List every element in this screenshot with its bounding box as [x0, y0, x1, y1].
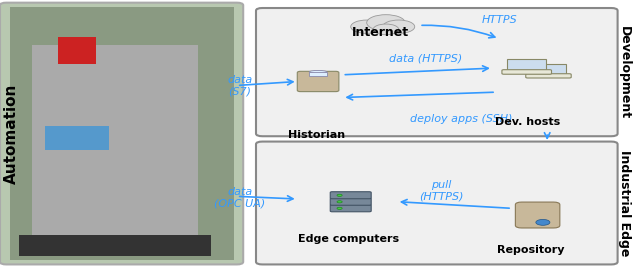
Bar — [58, 37, 96, 64]
Text: deploy apps (SSH): deploy apps (SSH) — [410, 114, 512, 124]
Bar — [309, 72, 327, 76]
Ellipse shape — [309, 70, 327, 73]
Circle shape — [536, 219, 550, 225]
FancyBboxPatch shape — [330, 192, 371, 199]
FancyBboxPatch shape — [502, 70, 552, 74]
Circle shape — [337, 207, 342, 209]
Circle shape — [351, 20, 383, 33]
FancyBboxPatch shape — [531, 64, 566, 75]
Text: Repository: Repository — [497, 245, 565, 255]
Text: Development: Development — [618, 25, 630, 119]
Circle shape — [337, 201, 342, 203]
Circle shape — [337, 194, 342, 196]
Text: Industrial Edge: Industrial Edge — [618, 150, 630, 256]
Text: data
(S7): data (S7) — [227, 75, 253, 96]
Text: Edge computers: Edge computers — [298, 234, 399, 244]
Text: pull
(HTTPS): pull (HTTPS) — [419, 180, 464, 202]
Bar — [10, 7, 234, 260]
Text: data (HTTPS): data (HTTPS) — [389, 54, 462, 64]
Bar — [32, 45, 198, 243]
FancyBboxPatch shape — [515, 202, 560, 228]
Text: HTTPS: HTTPS — [481, 15, 517, 25]
Text: data
(OPC UA): data (OPC UA) — [214, 187, 266, 209]
FancyBboxPatch shape — [526, 74, 572, 78]
Text: Internet: Internet — [352, 25, 410, 39]
Circle shape — [367, 15, 405, 31]
FancyBboxPatch shape — [256, 142, 618, 264]
Text: Historian: Historian — [288, 130, 346, 140]
Circle shape — [383, 20, 415, 33]
FancyBboxPatch shape — [330, 205, 371, 212]
FancyBboxPatch shape — [0, 3, 243, 264]
Bar — [19, 235, 211, 256]
FancyBboxPatch shape — [508, 59, 546, 71]
Bar — [45, 125, 109, 150]
Text: Automation: Automation — [4, 83, 19, 184]
Text: Dev. hosts: Dev. hosts — [495, 116, 561, 127]
Circle shape — [373, 24, 399, 35]
FancyBboxPatch shape — [256, 8, 618, 136]
FancyBboxPatch shape — [330, 198, 371, 205]
FancyBboxPatch shape — [297, 71, 339, 92]
